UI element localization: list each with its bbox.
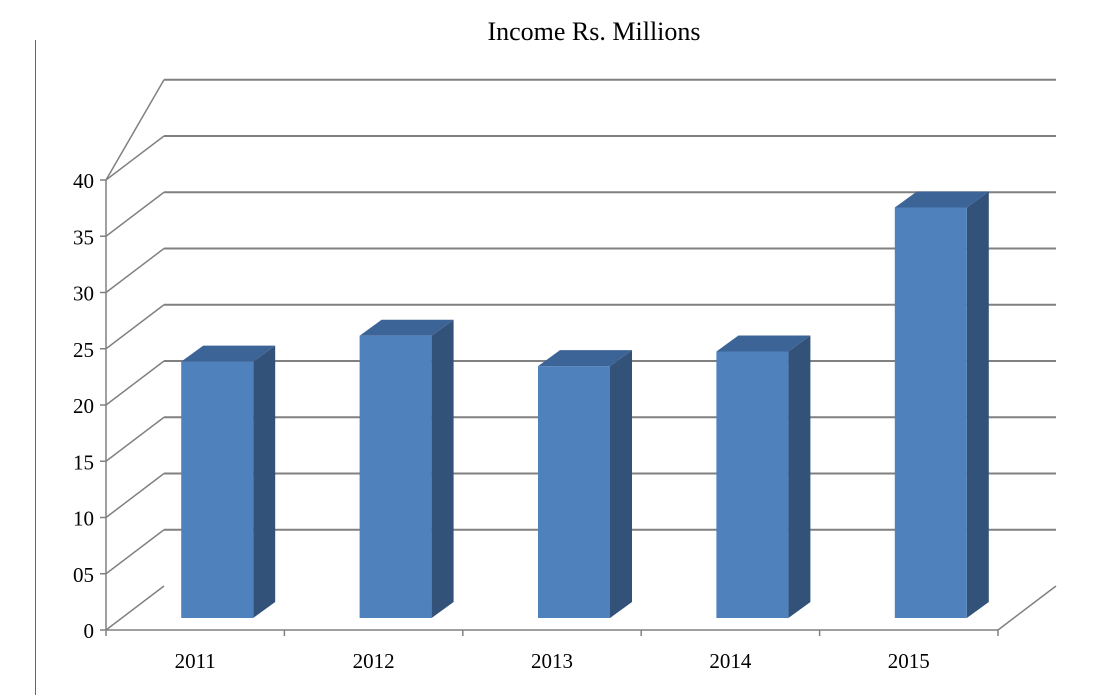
bar-2015 xyxy=(894,191,989,618)
y-tick-label: 25 xyxy=(73,338,94,362)
bar-side xyxy=(431,319,454,618)
labels-layer: 0 05 10 15 20 25 30 35 40 2011 2012 2013 2014 2015 xyxy=(73,169,930,673)
wall-diagonal xyxy=(105,191,165,237)
y-tick-label: 35 xyxy=(73,225,94,249)
y-tick-label: 0 xyxy=(84,619,95,643)
wall-diagonal xyxy=(105,529,165,575)
y-tick-label: 10 xyxy=(73,507,94,531)
bar-2012 xyxy=(359,319,454,618)
bar-top xyxy=(894,191,989,208)
chart-title: Income Rs. Millions xyxy=(487,17,700,46)
floor-right-edge xyxy=(997,585,1057,631)
bar-front xyxy=(538,366,610,618)
x-tick-label: 2013 xyxy=(531,649,573,673)
bar-side xyxy=(253,345,276,618)
bar-2013 xyxy=(538,350,632,618)
bar-top xyxy=(716,335,811,352)
y-tick-label: 20 xyxy=(73,394,94,418)
wall-diagonal xyxy=(105,135,165,181)
x-tick-label: 2014 xyxy=(709,649,752,673)
wall-diagonal xyxy=(105,360,165,406)
wall-diagonal-top xyxy=(105,79,165,181)
bar-2014 xyxy=(716,335,811,618)
wall-diagonal xyxy=(105,472,165,519)
y-tick-label: 15 xyxy=(73,450,94,474)
bar-side xyxy=(788,335,811,618)
bar-side xyxy=(966,191,989,618)
bar-front xyxy=(359,335,432,618)
wall-diagonal xyxy=(105,585,165,631)
wall-diagonal xyxy=(105,247,165,294)
bar-side xyxy=(610,350,632,618)
x-tick-label: 2015 xyxy=(888,649,930,673)
bar-top xyxy=(538,350,632,367)
bar-front xyxy=(894,207,967,618)
page-margin-rule xyxy=(35,40,36,695)
bar-top xyxy=(181,345,276,362)
wall-diagonal xyxy=(105,304,165,350)
wall-diagonal xyxy=(105,416,165,462)
bar-2011 xyxy=(181,345,276,618)
y-tick-label: 05 xyxy=(73,563,94,587)
bar-front xyxy=(716,351,789,618)
bars-layer xyxy=(181,191,989,618)
bar-top xyxy=(359,319,454,336)
y-tick-label: 30 xyxy=(73,282,94,306)
x-tick-label: 2011 xyxy=(175,649,216,673)
x-tick-label: 2012 xyxy=(353,649,395,673)
axis-layer xyxy=(100,179,999,636)
y-tick-label: 40 xyxy=(73,169,94,193)
bar-front xyxy=(181,361,254,618)
